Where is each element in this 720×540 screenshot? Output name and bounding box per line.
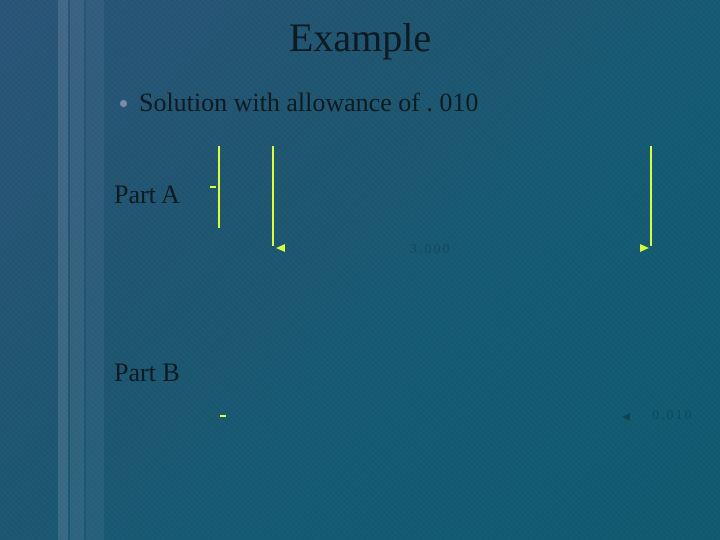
part-b-label: Part B [114,358,180,388]
tick-mark [210,186,216,188]
dim-arrow-right-icon [640,244,649,252]
decor-band [70,0,84,540]
part-a-label: Part A [114,180,180,210]
left-decor-bands [0,0,110,540]
extension-line [650,146,652,246]
tolerance-value: 0.010 [652,408,694,424]
slide-title: Example [0,14,720,61]
decor-band [58,0,68,540]
extension-line [272,146,274,246]
bullet-dot-icon [120,100,127,107]
dimension-value: 3.000 [410,242,452,258]
diagram-layer: 3.000 0.010 [0,0,720,540]
extension-line [218,146,220,228]
caret-left-icon [622,413,630,421]
tick-mark [220,415,226,417]
dim-arrow-left-icon [276,244,285,252]
slide: Example Solution with allowance of . 010… [0,0,720,540]
decor-band [86,0,104,540]
bullet-text: Solution with allowance of . 010 [139,88,478,118]
bullet-row: Solution with allowance of . 010 [120,88,478,118]
